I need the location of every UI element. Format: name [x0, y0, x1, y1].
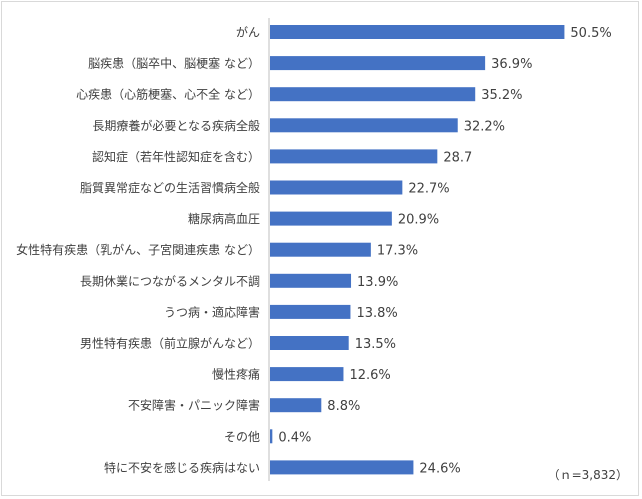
value-label: 13.8% [356, 306, 397, 321]
category-label: 長期療養が必要となる疾病全般 [92, 118, 260, 133]
value-label: 28.7 [443, 150, 472, 165]
bar [270, 398, 322, 413]
value-label: 22.7% [408, 182, 449, 197]
bar [270, 242, 371, 257]
bar [270, 25, 565, 39]
bars-group [270, 25, 565, 475]
bar [270, 336, 349, 350]
value-labels-group: 50.5% 36.9% 35.2% 32.2% 28.7 22.7% 20.9% 17.3% 1… [278, 26, 611, 476]
category-label: 脳疾患（脳卒中、脳梗塞 など） [88, 56, 260, 71]
value-label: 36.9% [491, 57, 532, 72]
bar [270, 211, 392, 226]
value-label: 17.3% [377, 244, 418, 259]
category-label: 女性特有疾患（乳がん、子宮関連疾患 など） [16, 242, 260, 257]
bar [270, 118, 458, 133]
value-label: 0.4% [278, 430, 311, 445]
category-label: 不安障害・パニック障害 [128, 398, 260, 413]
category-label: がん [236, 25, 260, 40]
category-label: 糖尿病高血圧 [188, 211, 260, 226]
category-label: 認知症（若年性認知症を含む） [92, 149, 260, 164]
bar [270, 56, 486, 71]
bar [270, 367, 344, 382]
category-label: 心疾患（心筋梗塞、心不全 など） [76, 87, 260, 102]
bar [270, 460, 414, 475]
category-label: 特に不安を感じる疾病はない [104, 460, 260, 475]
category-label: その他 [224, 430, 260, 444]
value-label: 13.5% [355, 337, 396, 352]
category-label: 脂質異常症などの生活習慣病全般 [80, 180, 260, 195]
category-label: 長期休業につながるメンタル不調 [80, 273, 260, 288]
value-label: 24.6% [419, 461, 460, 476]
sample-size-note: （ｎ=3,832） [547, 468, 628, 482]
bar [270, 180, 403, 195]
value-label: 35.2% [481, 88, 522, 103]
value-label: 20.9% [398, 213, 439, 228]
category-label: うつ病・適応障害 [164, 304, 260, 319]
bar [270, 429, 273, 444]
value-label: 13.9% [357, 275, 398, 290]
bar [270, 149, 438, 164]
category-label: 慢性疼痛 [212, 367, 260, 382]
bar [270, 87, 476, 102]
category-label: 男性特有疾患（前立腺がんなど） [80, 336, 260, 351]
value-label: 8.8% [327, 399, 360, 414]
value-label: 12.6% [349, 368, 390, 383]
bar [270, 304, 351, 319]
bar [270, 273, 352, 288]
value-label: 32.2% [464, 119, 505, 134]
value-label: 50.5% [570, 26, 611, 41]
